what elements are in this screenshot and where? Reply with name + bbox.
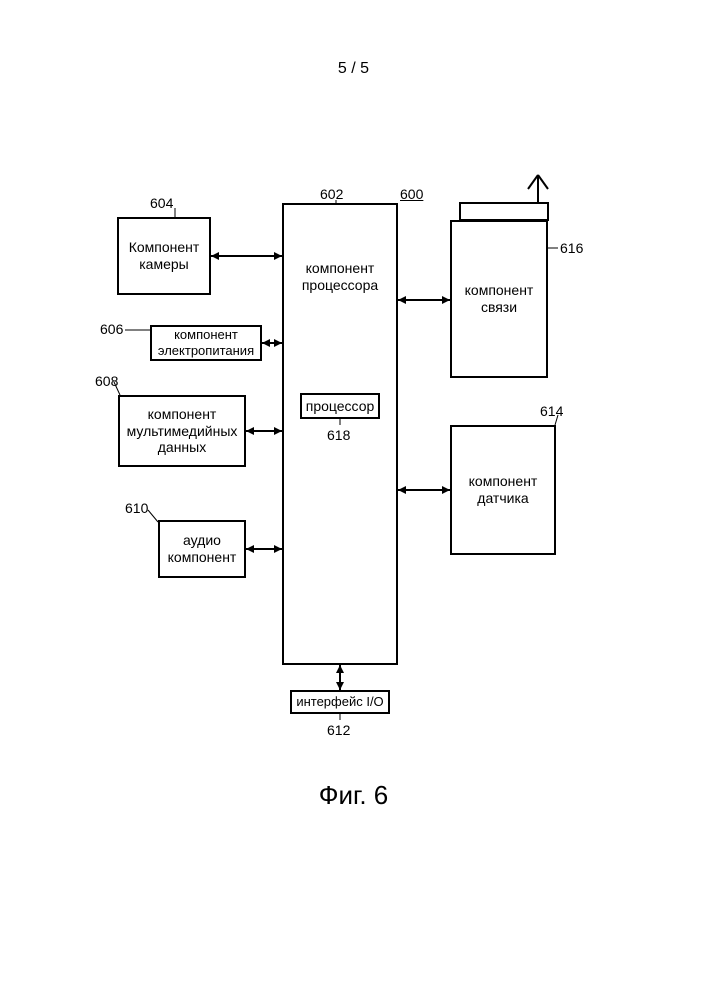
processor-box: процессор — [300, 393, 380, 419]
ref-606: 606 — [100, 321, 123, 337]
power-component-box: компонентэлектропитания — [150, 325, 262, 361]
processor-component-label: компонентпроцессора — [284, 260, 396, 294]
io-interface-box: интерфейс I/O — [290, 690, 390, 714]
ref-612: 612 — [327, 722, 350, 738]
multimedia-component-box: компонентмультимедийныхданных — [118, 395, 246, 467]
ref-616: 616 — [560, 240, 583, 256]
ref-602: 602 — [320, 186, 343, 202]
ref-600: 600 — [400, 186, 423, 202]
ref-614: 614 — [540, 403, 563, 419]
audio-component-box: аудиокомпонент — [158, 520, 246, 578]
ref-610: 610 — [125, 500, 148, 516]
page: 5 / 5 компонентпроцессора процессор Комп… — [0, 0, 707, 1000]
communication-component-box: компонентсвязи — [450, 220, 548, 378]
sensor-component-box: компонентдатчика — [450, 425, 556, 555]
figure-caption: Фиг. 6 — [0, 780, 707, 811]
ref-618: 618 — [327, 427, 350, 443]
ref-608: 608 — [95, 373, 118, 389]
ref-604: 604 — [150, 195, 173, 211]
camera-component-box: Компоненткамеры — [117, 217, 211, 295]
page-number: 5 / 5 — [0, 60, 707, 78]
